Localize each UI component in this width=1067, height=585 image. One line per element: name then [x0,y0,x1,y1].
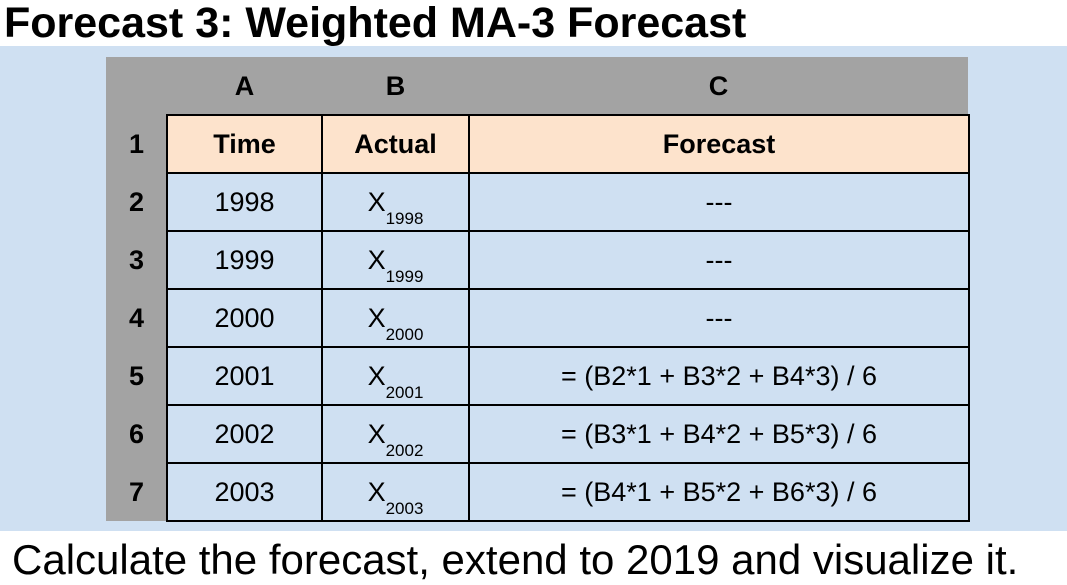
column-header-b: B [385,71,406,101]
column-header-a: A [234,71,255,101]
forecast-cell[interactable]: = (B3*1 + B4*2 + B5*3) / 6 [468,404,970,464]
actual-subscript: 1999 [385,266,424,286]
actual-subscript: 1998 [385,208,424,228]
actual-cell[interactable]: X2001 [321,346,470,406]
row-header-4: 4 [128,303,145,333]
row-header-7: 7 [128,477,145,507]
actual-symbol: X [367,186,386,217]
forecast-cell[interactable]: --- [468,288,970,348]
table-row: 2002 X2002 = (B3*1 + B4*2 + B5*3) / 6 [166,404,970,464]
actual-subscript: 2002 [385,440,424,460]
table-row: 2001 X2001 = (B2*1 + B3*2 + B4*3) / 6 [166,346,970,406]
table-row: 2000 X2000 --- [166,288,970,348]
row-header-5: 5 [128,361,145,391]
time-cell[interactable]: 1999 [166,230,323,290]
header-cell-time[interactable]: Time [166,114,323,174]
actual-cell[interactable]: X2002 [321,404,470,464]
instruction-text: Calculate the forecast, extend to 2019 a… [12,536,1019,583]
table-row: 1998 X1998 --- [166,172,970,232]
row-header-6: 6 [128,419,145,449]
forecast-cell[interactable]: --- [468,230,970,290]
row-header-2: 2 [128,187,145,217]
actual-cell[interactable]: X2000 [321,288,470,348]
time-cell[interactable]: 2003 [166,462,323,522]
forecast-table: Time Actual Forecast 1998 X1998 --- 1999… [166,114,970,522]
forecast-cell[interactable]: = (B2*1 + B3*2 + B4*3) / 6 [468,346,970,406]
time-cell[interactable]: 2000 [166,288,323,348]
time-cell[interactable]: 2001 [166,346,323,406]
table-row: 2003 X2003 = (B4*1 + B5*2 + B6*3) / 6 [166,462,970,522]
actual-subscript: 2001 [385,382,424,402]
header-cell-forecast[interactable]: Forecast [468,114,970,174]
column-header-c: C [708,71,729,101]
actual-cell[interactable]: X2003 [321,462,470,522]
table-row: 1999 X1999 --- [166,230,970,290]
forecast-cell[interactable]: --- [468,172,970,232]
slide-title: Forecast 3: Weighted MA-3 Forecast [4,0,747,47]
actual-cell[interactable]: X1999 [321,230,470,290]
forecast-cell[interactable]: = (B4*1 + B5*2 + B6*3) / 6 [468,462,970,522]
actual-symbol: X [367,360,386,391]
actual-subscript: 2003 [385,498,424,518]
row-header-3: 3 [128,245,145,275]
row-header-1: 1 [128,129,145,159]
actual-symbol: X [367,302,386,333]
actual-cell[interactable]: X1998 [321,172,470,232]
actual-subscript: 2000 [385,324,424,344]
time-cell[interactable]: 1998 [166,172,323,232]
actual-symbol: X [367,418,386,449]
actual-symbol: X [367,476,386,507]
header-row: Time Actual Forecast [166,114,970,174]
time-cell[interactable]: 2002 [166,404,323,464]
header-cell-actual[interactable]: Actual [321,114,470,174]
actual-symbol: X [367,244,386,275]
